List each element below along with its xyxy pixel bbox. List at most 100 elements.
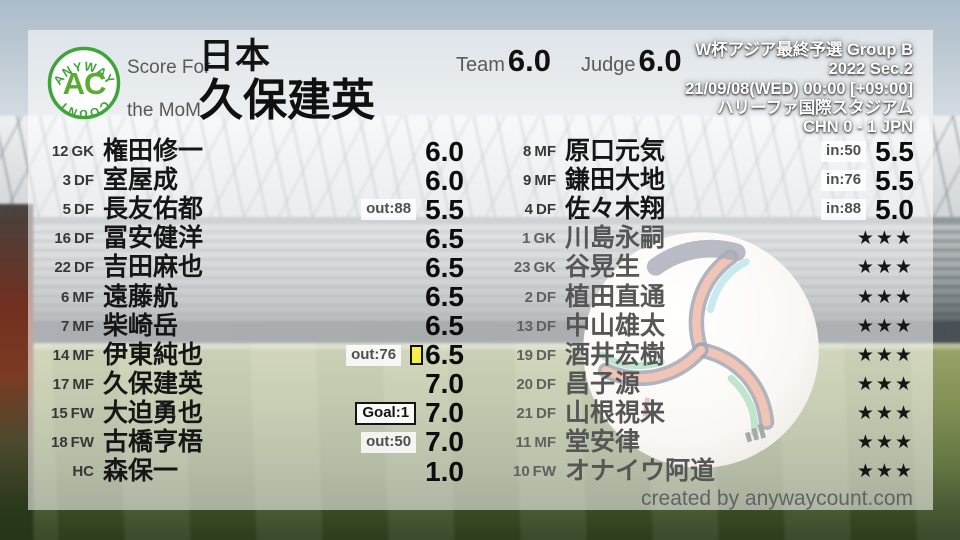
player-name: 原口元気 xyxy=(565,137,666,166)
subs-column: 8 MF 原口元気 in:50 5.5 9 MF 鎌田大地 in:76 5.5 … xyxy=(498,137,914,486)
player-number: 3 xyxy=(62,172,71,190)
player-number: 17 xyxy=(52,375,70,393)
yellow-card-icon xyxy=(410,345,424,366)
competition-line: W杯アジア最終予選 Group B xyxy=(695,41,914,59)
player-name: 冨安健洋 xyxy=(103,224,204,253)
player-name: 鎌田大地 xyxy=(565,166,666,195)
player-name: 久保建英 xyxy=(103,369,204,398)
player-row: 19 DF 酒井宏樹 ★★★ xyxy=(498,341,914,370)
player-number: 7 xyxy=(60,317,70,335)
event-badge: in:76 xyxy=(821,170,867,192)
player-position: GK xyxy=(71,143,95,161)
player-row: 17 MF 久保建英 7.0 xyxy=(36,370,464,399)
player-position: MF xyxy=(72,317,94,335)
logo-monogram: AC xyxy=(63,66,106,101)
player-row: 13 DF 中山雄太 ★★★ xyxy=(498,312,914,341)
player-name: 権田修一 xyxy=(103,137,204,166)
player-position: DF xyxy=(536,201,556,219)
player-numpos: 18 FW xyxy=(36,435,94,450)
player-number: 15 xyxy=(50,404,68,422)
player-position: DF xyxy=(536,317,556,335)
player-numpos: 14 MF xyxy=(36,348,94,363)
event-badge: in:50 xyxy=(821,141,867,162)
player-row: 12 GK 権田修一 6.0 xyxy=(36,137,464,166)
player-row: 6 MF 遠藤航 6.5 xyxy=(36,282,464,311)
player-row: 15 FW 大迫勇也 Goal:1 7.0 xyxy=(36,399,464,428)
stadium-line: ハリーファ国際スタジアム xyxy=(717,98,913,117)
player-numpos: 21 DF xyxy=(498,406,556,421)
player-position: GK xyxy=(533,230,557,248)
player-numpos: 20 DF xyxy=(498,377,556,392)
player-name: 大迫勇也 xyxy=(103,398,204,427)
overlay-panel xyxy=(28,30,933,510)
player-row: 16 DF 冨安健洋 6.5 xyxy=(36,224,464,253)
player-numpos: 2 DF xyxy=(498,290,556,305)
player-position: MF xyxy=(72,288,94,306)
player-row: 1 GK 川島永嗣 ★★★ xyxy=(498,224,914,253)
player-number: 12 xyxy=(51,143,69,161)
score-line: CHN 0 - 1 JPN xyxy=(802,118,913,137)
player-rating: 5.0 xyxy=(875,193,914,225)
player-rating: 6.5 xyxy=(425,251,464,283)
player-position: DF xyxy=(74,230,94,248)
event-badge: out:76 xyxy=(346,344,402,366)
player-name: 佐々木翔 xyxy=(565,195,666,224)
player-numpos: 16 DF xyxy=(36,231,94,246)
player-position: FW xyxy=(532,463,556,481)
event-badge: Goal:1 xyxy=(355,402,417,425)
player-position: DF xyxy=(74,172,94,190)
player-row: 22 DF 吉田麻也 6.5 xyxy=(36,253,464,282)
event-badge: out:50 xyxy=(361,432,417,453)
player-numpos: 8 MF xyxy=(498,144,556,159)
player-rating: 1.0 xyxy=(425,455,464,487)
player-name: 古橋亨梧 xyxy=(103,427,204,456)
player-rating: 7.0 xyxy=(425,426,464,458)
player-numpos: HC xyxy=(36,464,94,479)
player-number: 2 xyxy=(524,288,533,306)
player-number: 14 xyxy=(52,346,70,364)
player-position: MF xyxy=(534,172,556,190)
player-name: 吉田麻也 xyxy=(103,253,204,282)
player-rating: ★★★ xyxy=(856,344,914,366)
player-rating: 5.5 xyxy=(425,193,464,225)
player-position: FW xyxy=(70,404,94,422)
player-position: DF xyxy=(74,201,94,219)
player-row: 5 DF 長友佑都 out:88 5.5 xyxy=(36,195,464,224)
svg-text:COUNT: COUNT xyxy=(56,98,113,121)
player-row: 2 DF 植田直通 ★★★ xyxy=(498,282,914,311)
player-name: 柴崎岳 xyxy=(103,311,179,340)
player-number: 1 xyxy=(522,230,531,248)
player-numpos: 19 DF xyxy=(498,348,556,363)
player-rating: 6.5 xyxy=(425,281,464,313)
judge-score-label: Judge xyxy=(581,54,636,76)
player-numpos: 5 DF xyxy=(36,202,94,217)
player-position: DF xyxy=(536,288,556,306)
datetime-line: 21/09/08(WED) 00:00 [+09:00] xyxy=(685,79,913,98)
starters-column: 12 GK 権田修一 6.0 3 DF 室屋成 6.0 5 DF 長友佑都 ou… xyxy=(36,137,464,486)
player-rating: 5.5 xyxy=(875,135,914,167)
player-number: 11 xyxy=(515,433,532,451)
player-position: MF xyxy=(72,375,94,393)
player-rating: 6.0 xyxy=(425,135,464,167)
player-position: DF xyxy=(536,375,556,393)
player-row: 18 FW 古橋亨梧 out:50 7.0 xyxy=(36,428,464,457)
player-row: 20 DF 昌子源 ★★★ xyxy=(498,370,914,399)
mom-name: 久保建英 xyxy=(199,76,375,125)
player-row: 8 MF 原口元気 in:50 5.5 xyxy=(498,137,914,166)
player-name: 伊東純也 xyxy=(103,340,204,369)
player-row: 14 MF 伊東純也 out:76 6.5 xyxy=(36,341,464,370)
player-position: MF xyxy=(534,143,556,161)
team-score-label: Team xyxy=(456,54,505,76)
player-name: オナイウ阿道 xyxy=(565,457,716,486)
player-number: 23 xyxy=(513,259,531,277)
player-rating: 6.5 xyxy=(425,310,464,342)
player-number: 18 xyxy=(50,433,68,451)
credit-text: created by anywaycount.com xyxy=(641,487,913,510)
player-number: 6 xyxy=(60,288,70,306)
player-name: 谷晃生 xyxy=(565,253,641,282)
player-numpos: 1 GK xyxy=(498,231,556,246)
score-for-label: Score For xyxy=(127,57,211,78)
player-number: 13 xyxy=(516,317,533,335)
player-rating: ★★★ xyxy=(856,402,914,424)
